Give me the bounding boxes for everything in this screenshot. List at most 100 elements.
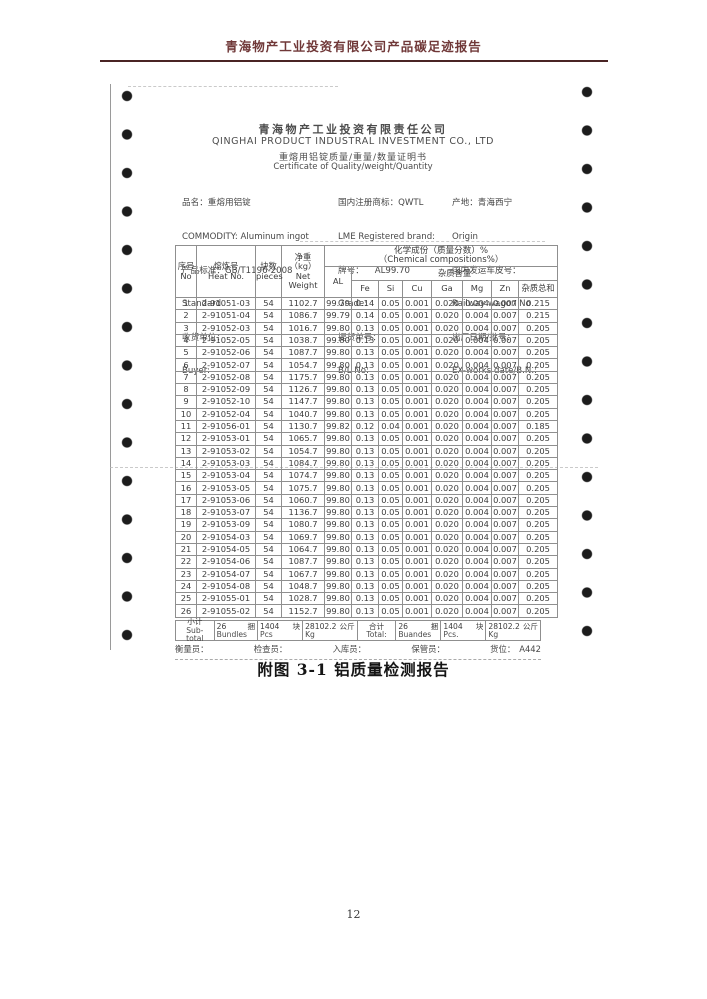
table-cell: 0.13 (351, 469, 379, 483)
table-cell: 0.13 (351, 604, 379, 618)
totals-cell: 26 捆 Bundles (215, 621, 259, 640)
totals-value: 1404 (260, 621, 280, 631)
table-cell: 0.004 (462, 432, 492, 446)
table-cell: 2-91053-04 (196, 469, 256, 483)
table-cell: 54 (255, 333, 282, 348)
table-row: 25 2-91055-01 54 1028.7 99.80 0.13 0.05 0.001 0.… (175, 592, 559, 606)
table-cell: 0.004 (462, 419, 492, 434)
table-cell: 0.13 (351, 506, 379, 520)
table-cell: 2-91053-05 (196, 481, 256, 495)
col-header-si: Si (378, 280, 403, 298)
table-cell: 2-91054-08 (196, 579, 256, 594)
table-row: 4 2-91052-05 54 1038.7 99.80 0.13 0.05 0.001 0.0… (175, 333, 559, 348)
table-cell: 1069.7 (281, 530, 325, 544)
table-cell: 0.05 (378, 555, 403, 569)
table-cell: 0.020 (431, 493, 463, 508)
table-row: 15 2-91053-04 54 1074.7 99.80 0.13 0.05 0.001 0.… (175, 469, 559, 483)
table-cell: 11 (175, 419, 197, 434)
table-cell: 0.13 (351, 481, 379, 495)
table-cell: 0.13 (351, 407, 379, 421)
table-cell: 0.020 (431, 346, 463, 360)
brand-cn: 国内注册商标：QWTL (338, 198, 424, 209)
signature-row: 衡量员： 检查员： 入库员： 保管员： 货位： A442 (175, 643, 541, 660)
table-cell: 0.001 (402, 383, 432, 397)
table-cell: 0.004 (462, 518, 492, 532)
table-cell: 2-91053-09 (196, 518, 256, 532)
table-cell: 0.13 (351, 370, 379, 385)
table-cell: 0.007 (491, 395, 519, 409)
table-cell: 0.13 (351, 358, 379, 372)
certificate-title-en: Certificate of Quality/weight/Quantity (273, 162, 433, 172)
table-cell: 0.05 (378, 407, 403, 421)
signature-item: 入库员： (332, 644, 367, 654)
table-cell: 1054.7 (281, 358, 325, 372)
table-cell: 0.007 (491, 444, 519, 458)
table-cell: 0.004 (462, 555, 492, 569)
table-cell: 0.007 (491, 346, 519, 360)
perforation-line-top (128, 86, 338, 87)
page-number: 12 (346, 908, 361, 921)
table-cell: 0.007 (491, 567, 519, 581)
table-cell: 0.13 (351, 456, 379, 471)
table-cell: 2-91053-03 (196, 456, 256, 471)
col-header-chemical: 化学成份（质量分数）% （Chemical compositions%） (323, 245, 559, 267)
table-cell: 0.13 (351, 542, 379, 557)
certificate-title-cn: 重熔用铝锭质量/重量/数量证明书 (278, 153, 428, 163)
table-cell: 0.020 (431, 358, 463, 372)
table-cell: 0.05 (378, 321, 403, 335)
table-cell: 0.05 (378, 604, 403, 618)
table-cell: 1075.7 (281, 481, 325, 495)
table-cell: 99.80 (324, 469, 352, 483)
table-cell: 0.007 (491, 407, 519, 421)
table-row: 24 2-91054-08 54 1048.7 99.80 0.13 0.05 0.001 0.… (175, 579, 559, 594)
table-cell: 0.007 (491, 321, 519, 335)
scan-left-edge-line (110, 84, 111, 650)
table-cell: 54 (255, 296, 282, 311)
table-cell: 0.205 (517, 469, 559, 483)
table-cell: 2-91052-08 (196, 370, 256, 385)
ingot-table-body: 1 2-91051-03 54 1102.7 99.79 0.14 0.05 0.001 0.0… (175, 296, 559, 618)
table-cell: 0.007 (491, 481, 519, 495)
table-cell: 0.205 (517, 456, 559, 471)
table-cell: 99.79 (324, 309, 352, 323)
table-cell: 0.001 (402, 481, 432, 495)
commodity-cn: 品名：重熔用铝锭 (182, 198, 251, 209)
table-cell: 0.020 (431, 567, 463, 581)
table-cell: 0.007 (491, 296, 519, 311)
table-row: 17 2-91053-06 54 1060.7 99.80 0.13 0.05 0.001 0.… (175, 493, 559, 508)
table-cell: 99.80 (324, 518, 352, 532)
table-cell: 0.001 (402, 567, 432, 581)
table-row: 23 2-91054-07 54 1067.7 99.80 0.13 0.05 0.001 0.… (175, 567, 559, 581)
table-cell: 1016.7 (281, 321, 325, 335)
table-cell: 0.001 (402, 296, 432, 311)
table-cell: 0.205 (517, 530, 559, 544)
table-cell: 0.007 (491, 333, 519, 348)
table-cell: 99.80 (324, 358, 352, 372)
table-cell: 0.020 (431, 296, 463, 311)
table-cell: 0.05 (378, 370, 403, 385)
table-cell: 99.80 (324, 555, 352, 569)
totals-value: 26 (398, 621, 408, 631)
table-cell: 0.020 (431, 407, 463, 421)
table-cell: 0.05 (378, 456, 403, 471)
table-cell: 0.001 (402, 395, 432, 409)
totals-value: 1404 (443, 621, 463, 631)
table-cell: 0.13 (351, 579, 379, 594)
table-cell: 0.004 (462, 444, 492, 458)
table-cell: 0.05 (378, 567, 403, 581)
table-cell: 0.004 (462, 358, 492, 372)
table-cell: 0.004 (462, 506, 492, 520)
table-cell: 5 (175, 346, 197, 360)
table-cell: 0.13 (351, 432, 379, 446)
table-cell: 0.205 (517, 444, 559, 458)
totals-cell: 28102.2 公斤 Kg (486, 621, 540, 640)
table-cell: 2-91051-03 (196, 296, 256, 311)
table-cell: 1152.7 (281, 604, 325, 618)
totals-label-en: Kg (305, 630, 315, 639)
table-row: 16 2-91053-05 54 1075.7 99.80 0.13 0.05 0.001 0.… (175, 481, 559, 495)
col-header-pieces: 块数 pieces (255, 245, 283, 298)
table-cell: 0.13 (351, 444, 379, 458)
table-cell: 0.020 (431, 481, 463, 495)
table-cell: 2-91054-03 (196, 530, 256, 544)
table-cell: 13 (175, 444, 197, 458)
